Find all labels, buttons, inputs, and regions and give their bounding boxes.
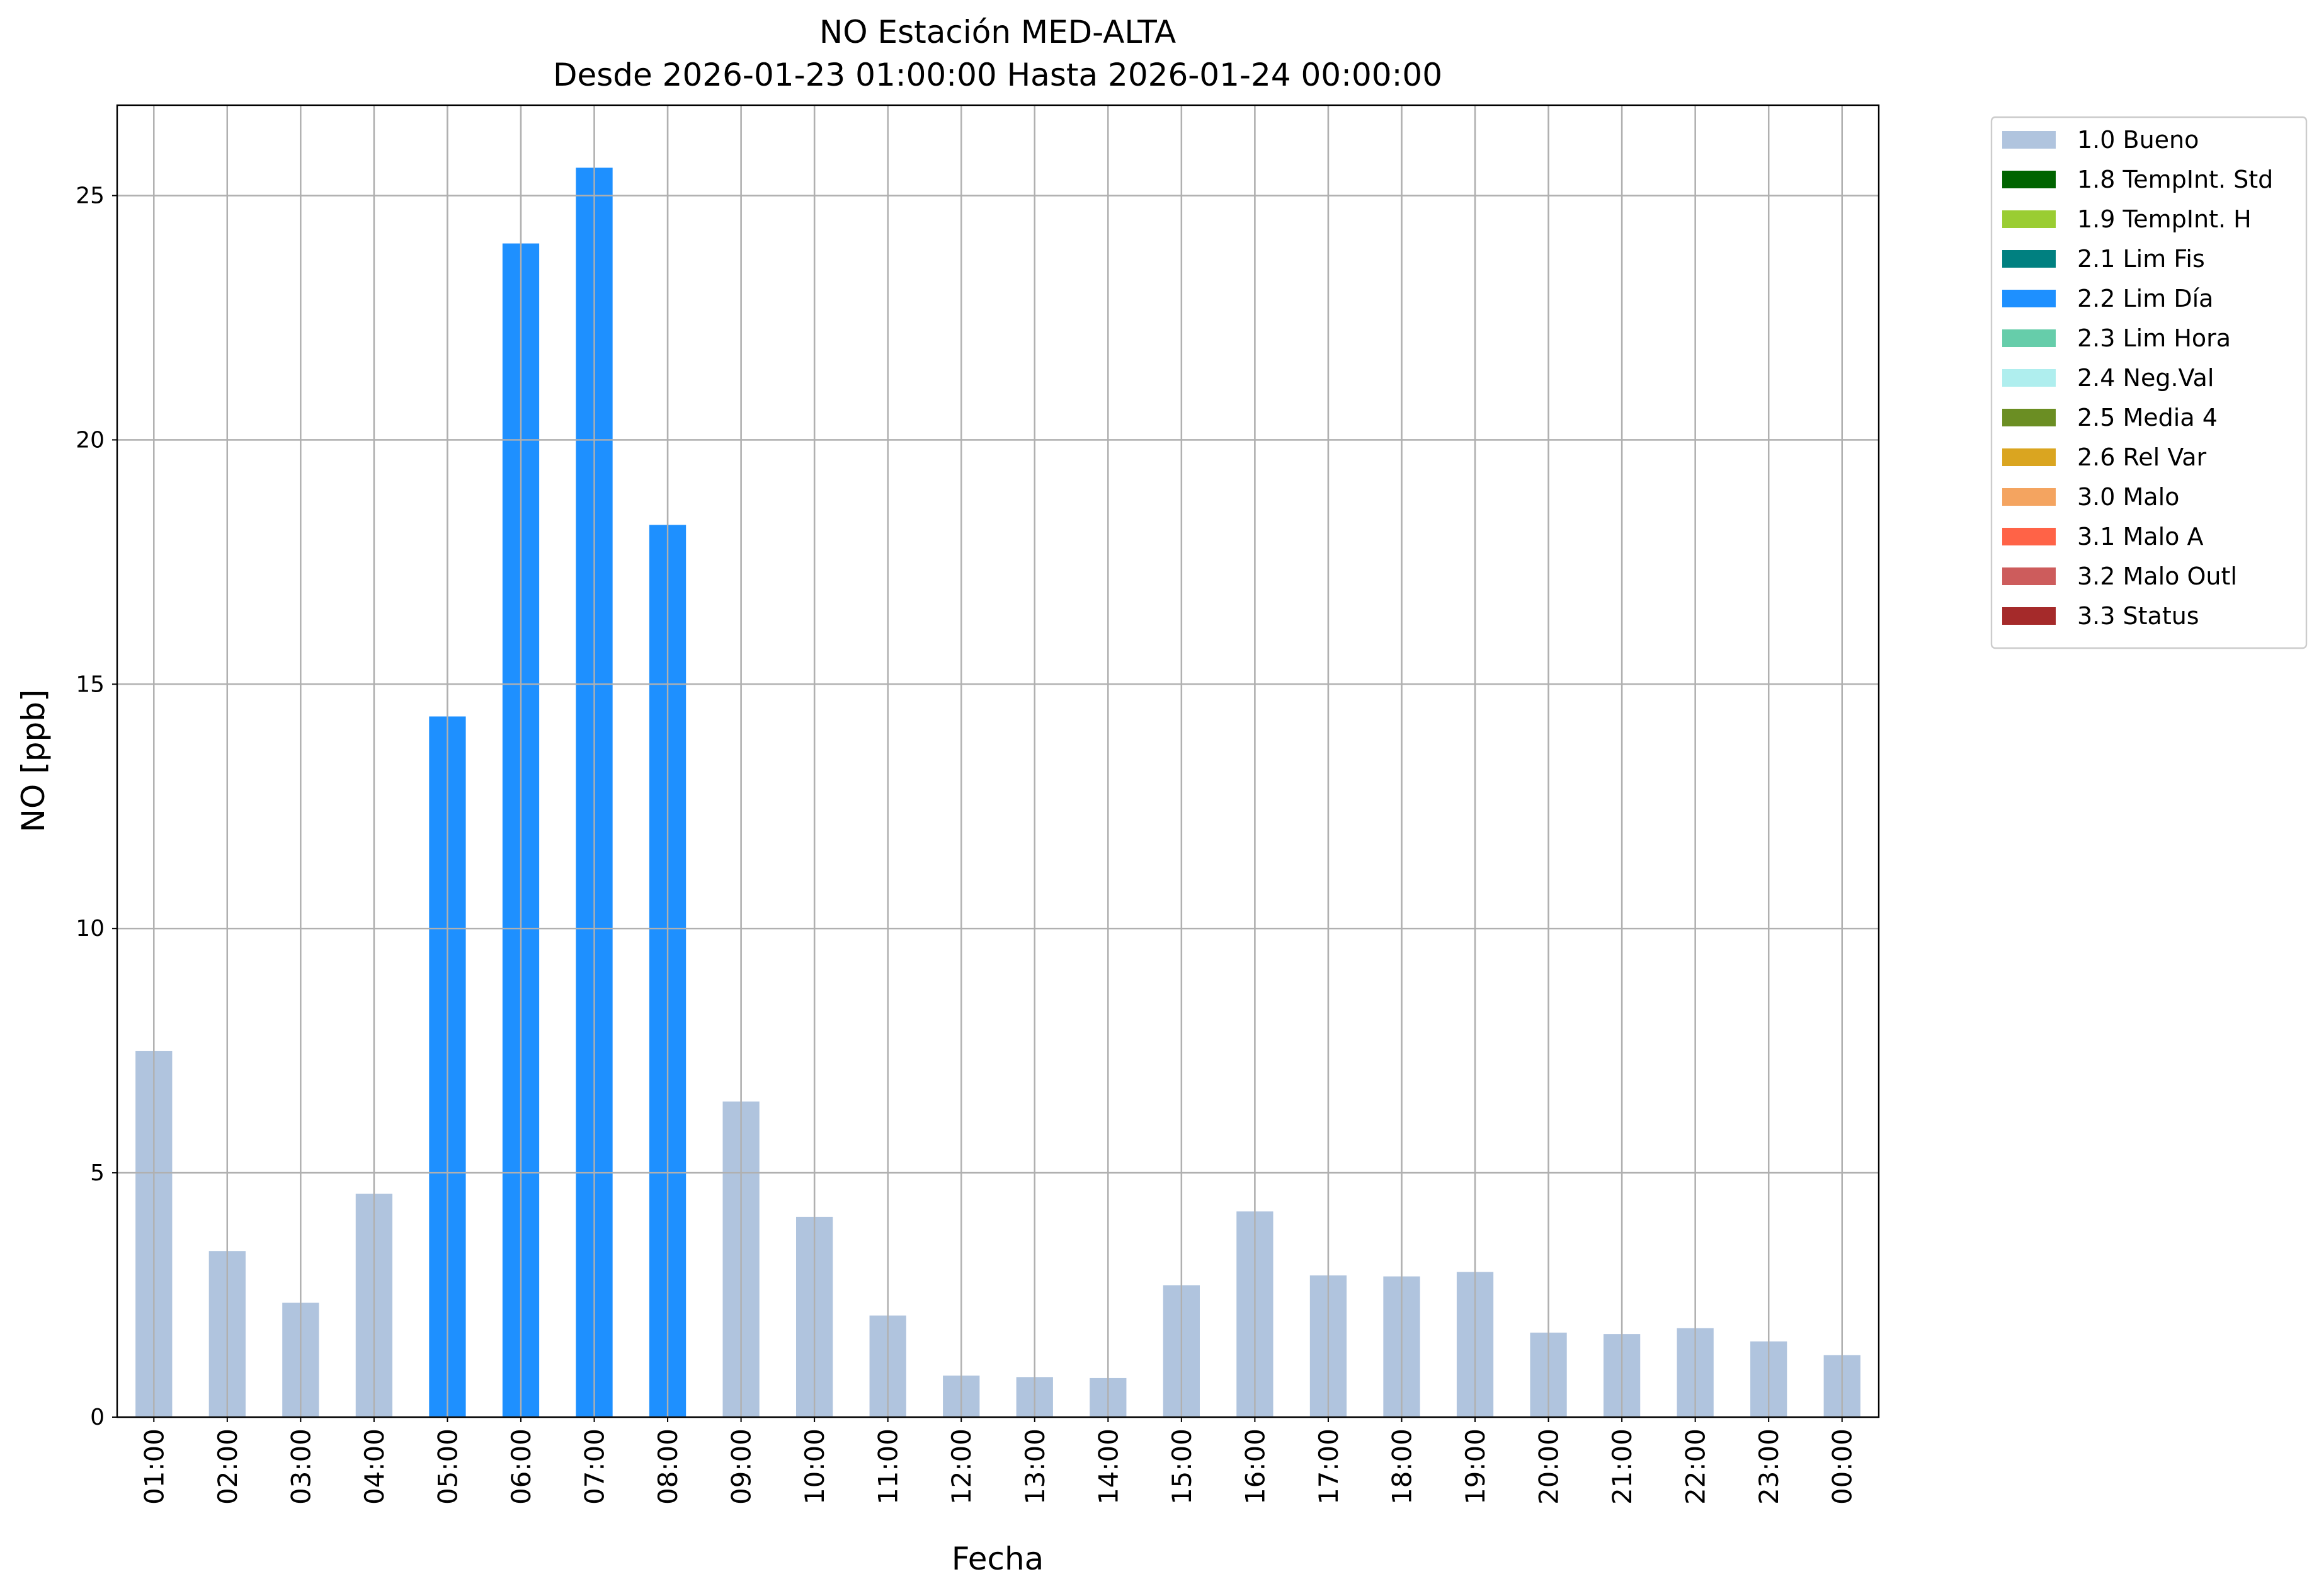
x-tick-label: 09:00 bbox=[726, 1428, 757, 1505]
chart-subtitle: Desde 2026-01-23 01:00:00 Hasta 2026-01-… bbox=[553, 57, 1442, 93]
legend-swatch bbox=[2002, 131, 2056, 149]
x-tick-label: 03:00 bbox=[285, 1428, 316, 1505]
legend-swatch bbox=[2002, 488, 2056, 506]
legend-swatch bbox=[2002, 250, 2056, 268]
x-tick-label: 11:00 bbox=[873, 1428, 904, 1505]
plot-frame bbox=[116, 104, 1880, 1418]
x-tick-label: 20:00 bbox=[1534, 1428, 1564, 1505]
x-tick-label: 15:00 bbox=[1166, 1428, 1197, 1505]
legend-label: 2.5 Media 4 bbox=[2077, 404, 2218, 431]
legend-label: 1.8 TempInt. Std bbox=[2077, 166, 2273, 193]
x-tick-label: 12:00 bbox=[946, 1428, 977, 1505]
legend-swatch bbox=[2002, 290, 2056, 307]
x-tick-label: 14:00 bbox=[1093, 1428, 1124, 1505]
legend-label: 1.0 Bueno bbox=[2077, 126, 2199, 154]
chart-title: NO Estación MED-ALTA bbox=[819, 14, 1176, 50]
x-axis-label: Fecha bbox=[952, 1541, 1044, 1577]
x-tick-label: 18:00 bbox=[1386, 1428, 1417, 1505]
x-tick-label: 02:00 bbox=[212, 1428, 243, 1505]
x-tick-label: 13:00 bbox=[1020, 1428, 1051, 1505]
x-tick-label: 07:00 bbox=[579, 1428, 610, 1505]
y-axis-label: NO [ppb] bbox=[15, 690, 52, 833]
x-tick-label: 19:00 bbox=[1460, 1428, 1491, 1505]
legend-box bbox=[1990, 116, 2308, 649]
x-tick-label: 10:00 bbox=[799, 1428, 830, 1505]
legend-label: 3.0 Malo bbox=[2077, 483, 2179, 511]
y-tick-label: 25 bbox=[76, 183, 105, 209]
legend-swatch bbox=[2002, 369, 2056, 387]
legend-label: 2.3 Lim Hora bbox=[2077, 324, 2231, 352]
legend-label: 3.2 Malo Outl bbox=[2077, 562, 2237, 590]
y-tick-label: 10 bbox=[76, 916, 105, 942]
legend-label: 1.9 TempInt. H bbox=[2077, 205, 2252, 233]
x-tick-label: 01:00 bbox=[139, 1428, 169, 1505]
y-tick-label: 0 bbox=[90, 1405, 105, 1430]
legend-label: 2.1 Lim Fis bbox=[2077, 245, 2205, 273]
legend-label: 2.4 Neg.Val bbox=[2077, 364, 2214, 392]
legend-swatch bbox=[2002, 171, 2056, 188]
legend-swatch bbox=[2002, 409, 2056, 426]
legend-swatch bbox=[2002, 448, 2056, 466]
legend-swatch bbox=[2002, 210, 2056, 228]
legend-label: 3.3 Status bbox=[2077, 602, 2199, 630]
x-tick-label: 16:00 bbox=[1239, 1428, 1270, 1505]
x-tick-label: 06:00 bbox=[506, 1428, 537, 1505]
legend-swatch bbox=[2002, 567, 2056, 585]
y-tick-label: 5 bbox=[90, 1160, 105, 1186]
legend-swatch bbox=[2002, 607, 2056, 625]
x-tick-label: 04:00 bbox=[359, 1428, 390, 1505]
y-tick-label: 15 bbox=[76, 671, 105, 697]
x-tick-label: 21:00 bbox=[1607, 1428, 1638, 1505]
legend-label: 2.6 Rel Var bbox=[2077, 443, 2207, 471]
x-tick-label: 22:00 bbox=[1680, 1428, 1711, 1505]
x-tick-label: 08:00 bbox=[652, 1428, 683, 1505]
x-tick-label: 17:00 bbox=[1313, 1428, 1344, 1505]
legend-label: 3.1 Malo A bbox=[2077, 523, 2203, 550]
legend-swatch bbox=[2002, 329, 2056, 347]
x-tick-label: 00:00 bbox=[1827, 1428, 1858, 1505]
x-tick-label: 23:00 bbox=[1753, 1428, 1784, 1505]
legend-label: 2.2 Lim Día bbox=[2077, 285, 2213, 312]
x-tick-label: 05:00 bbox=[432, 1428, 463, 1505]
legend-swatch bbox=[2002, 528, 2056, 545]
y-tick-label: 20 bbox=[76, 427, 105, 453]
